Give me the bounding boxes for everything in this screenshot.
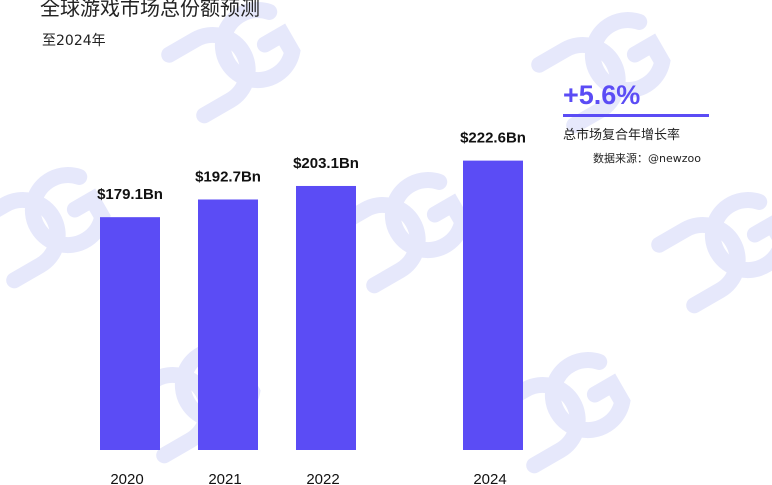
bar-value-label-2024: $222.6Bn — [460, 130, 526, 147]
cagr-value: +5.6% — [563, 80, 641, 110]
chart-title: 全球游戏市场总份额预测 — [40, 0, 260, 20]
source-note: 数据来源：@newzoo — [593, 152, 701, 165]
bars-layer: $179.1Bn 2020 $192.7Bn 2021 $203.1Bn 2022 $222… — [97, 130, 526, 485]
bar-value-label-2021: $192.7Bn — [195, 168, 261, 185]
bar-value-label-2020: $179.1Bn — [97, 186, 163, 203]
bar-2021 — [198, 199, 258, 450]
bar-2020 — [100, 217, 160, 450]
cagr-label: 总市场复合年增长率 — [563, 128, 681, 143]
cagr-underline — [563, 114, 709, 117]
bar-2022 — [296, 185, 356, 450]
bar-value-label-2022: $203.1Bn — [293, 155, 359, 172]
chart-subtitle: 至2024年 — [42, 33, 106, 49]
x-tick-label-2022: 2022 — [306, 471, 339, 485]
x-tick-label-2021: 2021 — [208, 471, 241, 485]
x-tick-label-2020: 2020 — [110, 471, 143, 485]
x-tick-label-2024: 2024 — [473, 471, 506, 485]
bar-2024 — [463, 160, 523, 450]
